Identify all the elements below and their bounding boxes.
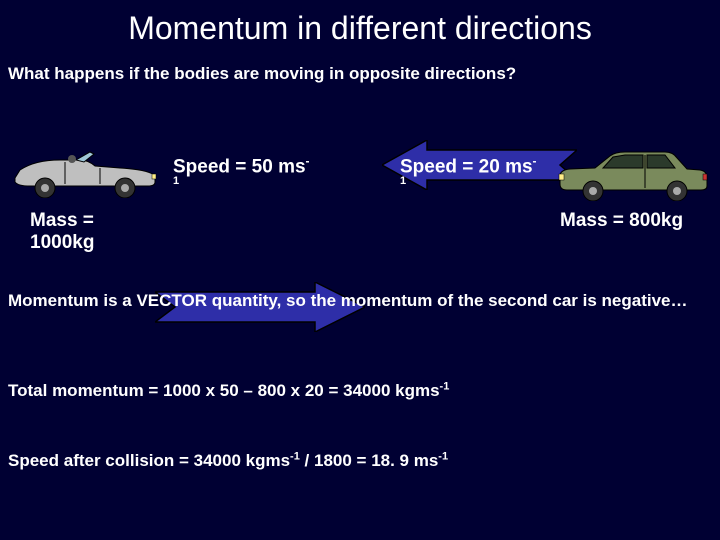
text-total-momentum: Total momentum = 1000 x 50 – 800 x 20 = … — [8, 380, 708, 401]
speed-label-car2: Speed = 20 ms- — [400, 154, 537, 178]
slide: Momentum in different directions What ha… — [0, 0, 720, 540]
speed-sub-car1: 1 — [173, 175, 179, 187]
text-speed-after: Speed after collision = 34000 kgms-1 / 1… — [8, 450, 708, 471]
mass-label-car1: Mass = 1000kg — [30, 210, 94, 254]
slide-subtitle: What happens if the bodies are moving in… — [8, 64, 516, 84]
car-left-icon — [10, 148, 160, 198]
mass1-label: Mass = — [30, 210, 94, 231]
slide-title: Momentum in different directions — [0, 10, 720, 47]
text-vector: Momentum is a VECTOR quantity, so the mo… — [8, 290, 708, 311]
car-right-icon — [555, 146, 710, 201]
car-row: Speed = 50 ms- 1 Speed = 20 ms- 1 — [0, 140, 720, 210]
speed-sub-car2: 1 — [400, 175, 406, 187]
mass-label-car2: Mass = 800kg — [560, 210, 683, 232]
speed-label-car1: Speed = 50 ms- — [173, 154, 310, 178]
mass1-value: 1000kg — [30, 232, 94, 253]
